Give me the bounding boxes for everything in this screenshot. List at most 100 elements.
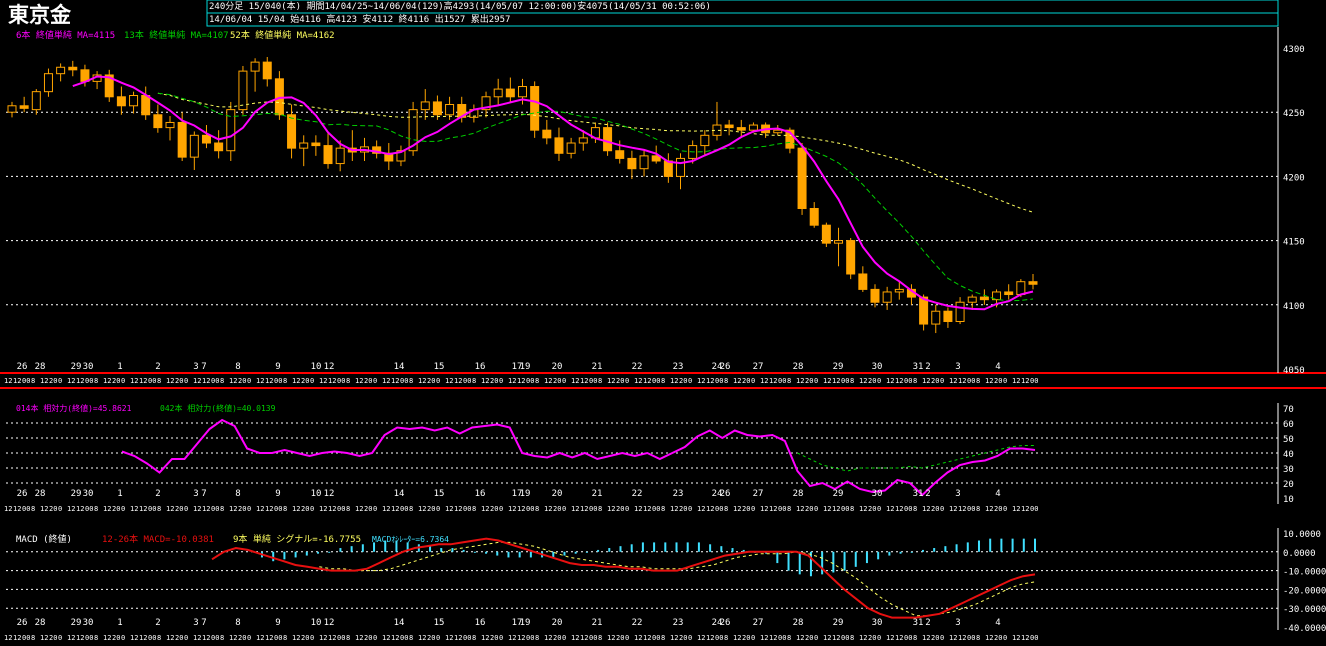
rsi-date-label: 19 (520, 489, 531, 499)
rsi-time-label: 00 (211, 505, 219, 513)
oscillator-bar (899, 551, 902, 554)
rsi-time-label: 8 (787, 505, 791, 513)
oscillator-bar (720, 546, 723, 552)
price-time-label: 8 (787, 377, 791, 385)
price-time-label: 12 (256, 377, 264, 385)
rsi-date-label: 23 (673, 489, 684, 499)
price-time-label: 20 (868, 377, 876, 385)
price-time-label: 12 (166, 377, 174, 385)
legend-ma52: 52本 終値単純 MA=4162 (230, 29, 335, 41)
candle-body (238, 70, 248, 111)
price-time-label: 00 (778, 377, 786, 385)
legend-osc: MACDｵｼﾚｰﾀｰ=6.7364 (372, 535, 449, 544)
price-time-label: 0 (247, 377, 251, 385)
rsi-ytick: 40 (1283, 450, 1294, 460)
macd-time-label: 0 (751, 634, 755, 642)
price-time-label: 12 (769, 377, 777, 385)
price-time-label: 8 (661, 377, 665, 385)
macd-time-label: 12 (670, 634, 678, 642)
price-date-label: 1 (117, 362, 122, 372)
rsi-time-label: 12 (859, 505, 867, 513)
ma6-line (72, 75, 1034, 311)
oscillator-bar (843, 551, 846, 571)
rsi-time-label: 12 (517, 505, 525, 513)
macd-time-label: 12 (580, 634, 588, 642)
price-time-label: 12 (886, 377, 894, 385)
rsi-time-label: 8 (976, 505, 980, 513)
price-time-label: 12 (517, 377, 525, 385)
candle-body (250, 61, 260, 72)
rsi-time-label: 00 (778, 505, 786, 513)
macd-time-label: 20 (805, 634, 813, 642)
candle-body (104, 74, 114, 98)
rsi-time-label: 12 (1012, 505, 1020, 513)
macd-time-label: 8 (976, 634, 980, 642)
macd-ytick: -30.0000 (1283, 605, 1326, 615)
rsi-time-label: 0 (688, 505, 692, 513)
rsi-time-label: 12 (796, 505, 804, 513)
rsi-time-label: 12 (130, 505, 138, 513)
candle-body (931, 310, 941, 325)
rsi-time-label: 20 (805, 505, 813, 513)
oscillator-bar (608, 548, 611, 552)
rsi-time-label: 0 (58, 505, 62, 513)
rsi-date-label: 16 (475, 489, 486, 499)
oscillator-bar (686, 542, 689, 552)
oscillator-bar (552, 551, 555, 558)
rsi-time-label: 8 (220, 505, 224, 513)
rsi-time-label: 20 (49, 505, 57, 513)
macd-time-label: 00 (904, 634, 912, 642)
rsi-time-label: 12 (319, 505, 327, 513)
price-time-label: 0 (562, 377, 566, 385)
rsi-time-label: 0 (121, 505, 125, 513)
price-time-label: 20 (238, 377, 246, 385)
macd-date-label: 23 (673, 618, 684, 628)
oscillator-bar (373, 542, 376, 552)
rsi-time-label: 12 (166, 505, 174, 513)
macd-date-label: 10 (311, 618, 322, 628)
price-time-label: 8 (976, 377, 980, 385)
macd-time-label: 00 (148, 634, 156, 642)
macd-time-label: 12 (256, 634, 264, 642)
oscillator-bar (742, 549, 745, 552)
price-time-label: 12 (139, 377, 147, 385)
price-time-label: 12 (832, 377, 840, 385)
price-date-label: 12 (324, 362, 335, 372)
candle-body (226, 109, 236, 152)
candle-body (651, 155, 661, 162)
price-time-label: 12 (445, 377, 453, 385)
macd-time-label: 00 (85, 634, 93, 642)
macd-time-label: 12 (571, 634, 579, 642)
candle-body (736, 127, 746, 131)
oscillator-bar (653, 542, 656, 552)
price-ytick: 4300 (1283, 45, 1305, 55)
rsi-time-label: 12 (103, 505, 111, 513)
macd-time-label: 00 (778, 634, 786, 642)
rsi-time-label: 12 (670, 505, 678, 513)
rsi-time-label: 20 (427, 505, 435, 513)
rsi-time-label: 20 (112, 505, 120, 513)
rsi-time-label: 20 (490, 505, 498, 513)
macd-time-label: 00 (967, 634, 975, 642)
macd-date-label: 30 (83, 618, 94, 628)
period-info: 240分足 15/040(本) 期間14/04/25~14/06/04(129)… (209, 2, 711, 12)
price-time-label: 12 (796, 377, 804, 385)
oscillator-bar (339, 548, 342, 552)
price-ytick: 4150 (1283, 238, 1305, 248)
candle-body (882, 291, 892, 303)
rsi-time-label: 0 (373, 505, 377, 513)
macd-time-label: 0 (499, 634, 503, 642)
oscillator-bar (776, 551, 779, 564)
rsi-time-label: 12 (949, 505, 957, 513)
rsi-date-label: 1 (117, 489, 122, 499)
macd-time-label: 8 (346, 634, 350, 642)
candle-body (615, 150, 625, 159)
rsi-time-label: 12 (193, 505, 201, 513)
price-time-label: 8 (535, 377, 539, 385)
rsi-date-label: 17 (512, 489, 523, 499)
macd-time-label: 0 (562, 634, 566, 642)
candle-body (979, 296, 989, 301)
price-time-label: 00 (652, 377, 660, 385)
price-date-label: 23 (673, 362, 684, 372)
